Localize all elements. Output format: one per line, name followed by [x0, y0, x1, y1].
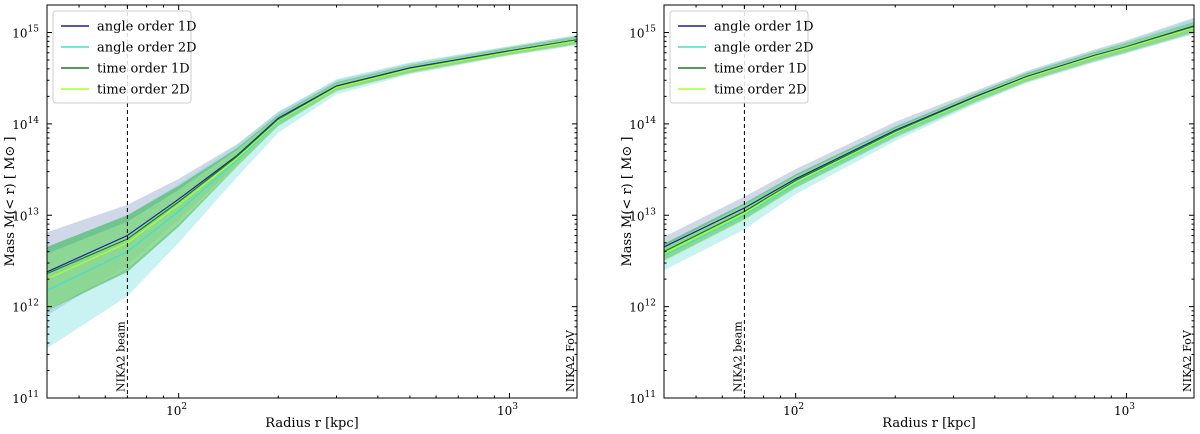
series-line-0 [47, 39, 577, 273]
x-tick-label: 102 [783, 402, 804, 418]
tick-base: 10 [12, 392, 27, 406]
legend-label-3: time order 2D [97, 83, 190, 98]
x-tick-label: 103 [497, 402, 518, 418]
tick-exponent: 11 [28, 390, 39, 400]
tick-exponent: 3 [1129, 402, 1135, 412]
tick-exponent: 14 [645, 116, 657, 126]
plot-area [664, 17, 1194, 271]
chart-panel-right: NIKA2 beam NIKA2 FoV101110121013101410151… [620, 4, 1195, 431]
series-band-2 [664, 22, 1194, 261]
x-tick-label: 102 [166, 402, 187, 418]
y-tick-label: 1014 [629, 116, 656, 132]
tick-base: 10 [166, 404, 181, 418]
legend-label-0: angle order 1D [714, 20, 814, 35]
tick-base: 10 [12, 209, 27, 223]
series-band-2 [47, 36, 577, 311]
tick-exponent: 3 [512, 402, 518, 412]
tick-exponent: 2 [181, 402, 187, 412]
legend-box [669, 10, 809, 104]
tick-base: 10 [629, 27, 644, 41]
series-band-3 [664, 22, 1194, 262]
y-tick-label: 1015 [629, 25, 656, 41]
tick-base: 10 [629, 118, 644, 132]
legend-label-0: angle order 1D [97, 20, 197, 35]
y-tick-label: 1014 [12, 116, 39, 132]
vline-label-1: NIKA2 FoV [1181, 329, 1194, 392]
tick-exponent: 12 [645, 299, 656, 309]
legend-box [52, 10, 192, 104]
tick-base: 10 [783, 404, 798, 418]
y-axis-title: Mass M(< r) [ M⊙ ] [620, 137, 635, 267]
legend-label-1: angle order 2D [97, 41, 197, 56]
vline-label-0: NIKA2 beam [731, 321, 744, 392]
tick-base: 10 [1114, 404, 1129, 418]
y-tick-label: 1015 [12, 25, 39, 41]
tick-exponent: 2 [798, 402, 804, 412]
tick-base: 10 [12, 301, 27, 315]
tick-exponent: 15 [645, 25, 657, 35]
tick-base: 10 [12, 27, 27, 41]
y-tick-label: 1012 [12, 299, 39, 315]
tick-base: 10 [629, 392, 644, 406]
y-axis-title: Mass M(< r) [ M⊙ ] [3, 137, 18, 267]
series-line-3 [47, 40, 577, 280]
x-axis-title: Radius r [kpc] [265, 416, 358, 431]
tick-exponent: 14 [28, 116, 40, 126]
tick-exponent: 15 [28, 25, 40, 35]
y-tick-label: 1013 [629, 207, 656, 223]
tick-exponent: 13 [28, 207, 40, 217]
vline-label-0: NIKA2 beam [114, 321, 127, 392]
chart-panel-left: NIKA2 beam NIKA2 FoV101110121013101410151… [3, 4, 578, 431]
x-tick-label: 103 [1114, 402, 1135, 418]
axes-frame [46, 4, 578, 399]
legend-label-1: angle order 2D [714, 41, 814, 56]
tick-base: 10 [629, 301, 644, 315]
y-tick-label: 1011 [629, 390, 656, 406]
y-tick-label: 1012 [629, 299, 656, 315]
legend-label-3: time order 2D [714, 83, 807, 98]
legend: angle order 1D angle order 2D time order 1… [52, 10, 197, 104]
tick-exponent: 11 [645, 390, 656, 400]
y-tick-label: 1011 [12, 390, 39, 406]
legend-label-2: time order 1D [714, 62, 807, 77]
x-axis-title: Radius r [kpc] [882, 416, 975, 431]
tick-base: 10 [12, 118, 27, 132]
legend: angle order 1D angle order 2D time order 1… [669, 10, 814, 104]
tick-exponent: 13 [645, 207, 657, 217]
series-line-3 [664, 27, 1194, 255]
legend-label-2: time order 1D [97, 62, 190, 77]
y-tick-label: 1013 [12, 207, 39, 223]
plot-area [47, 35, 577, 349]
tick-base: 10 [629, 209, 644, 223]
tick-base: 10 [497, 404, 512, 418]
axes-frame [663, 4, 1195, 399]
tick-exponent: 12 [28, 299, 39, 309]
vline-label-1: NIKA2 FoV [564, 329, 577, 392]
